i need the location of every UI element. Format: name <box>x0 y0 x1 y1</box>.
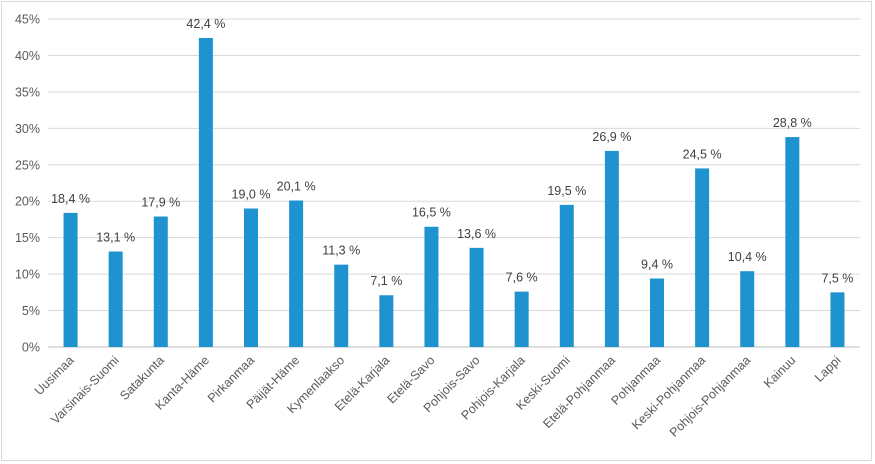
bar <box>379 295 394 347</box>
y-tick-label: 30% <box>15 122 40 136</box>
bar <box>289 200 304 347</box>
data-label: 19,5 % <box>547 184 586 198</box>
y-tick-label: 45% <box>15 13 40 27</box>
y-tick-label: 35% <box>15 85 40 99</box>
data-label: 16,5 % <box>412 206 451 220</box>
bar <box>740 271 755 347</box>
bar <box>424 226 439 347</box>
data-labels: 18,4 % 13,1 % 17,9 % 42,4 % 19,0 % 20,1 % 11,3… <box>51 17 853 288</box>
y-tick-label: 0% <box>22 341 40 355</box>
data-label: 7,6 % <box>506 271 538 285</box>
y-tick-label: 5% <box>22 304 40 318</box>
data-label: 20,1 % <box>277 179 316 193</box>
data-label: 28,8 % <box>773 116 812 130</box>
category-label: Kainuu <box>761 353 798 390</box>
data-label: 11,3 % <box>322 244 360 258</box>
category-label: Lappi <box>812 353 844 385</box>
y-tick-label: 40% <box>15 49 40 63</box>
bar <box>604 150 619 347</box>
data-label: 18,4 % <box>51 192 90 206</box>
data-label: 26,9 % <box>592 130 631 144</box>
bar <box>695 168 710 347</box>
bar <box>63 212 78 347</box>
bar <box>334 264 349 347</box>
bar <box>153 216 168 347</box>
category-label: Uusimaa <box>32 353 77 398</box>
bar <box>514 291 529 347</box>
y-tick-label: 15% <box>15 231 40 245</box>
x-axis-category-labels: UusimaaVarsinais-SuomiSatakuntaKanta-Häm… <box>32 353 844 440</box>
data-label: 13,6 % <box>457 227 496 241</box>
data-label: 42,4 % <box>186 17 225 31</box>
data-label: 24,5 % <box>683 147 722 161</box>
data-label: 7,5 % <box>821 271 853 285</box>
bar <box>108 251 123 347</box>
data-label: 9,4 % <box>641 257 673 271</box>
bar <box>830 292 845 347</box>
y-tick-label: 10% <box>15 268 40 282</box>
data-label: 17,9 % <box>141 196 180 210</box>
bar <box>650 278 664 347</box>
y-axis-ticks: 0% 5% 10% 15% 20% 25% 30% 35% 40% 45% <box>15 13 40 355</box>
bar <box>785 137 800 347</box>
data-label: 10,4 % <box>728 250 767 264</box>
y-tick-label: 20% <box>15 195 40 209</box>
bars <box>63 37 845 347</box>
bar <box>198 37 213 347</box>
gridlines <box>48 18 860 348</box>
data-label: 19,0 % <box>232 188 271 202</box>
bar <box>559 204 574 347</box>
category-label: Pohjois-Pohjanmaa <box>667 353 754 440</box>
bar <box>469 247 484 347</box>
data-label: 13,1 % <box>96 231 135 245</box>
bar <box>244 208 258 347</box>
y-tick-label: 25% <box>15 158 40 172</box>
data-label: 7,1 % <box>370 274 402 288</box>
